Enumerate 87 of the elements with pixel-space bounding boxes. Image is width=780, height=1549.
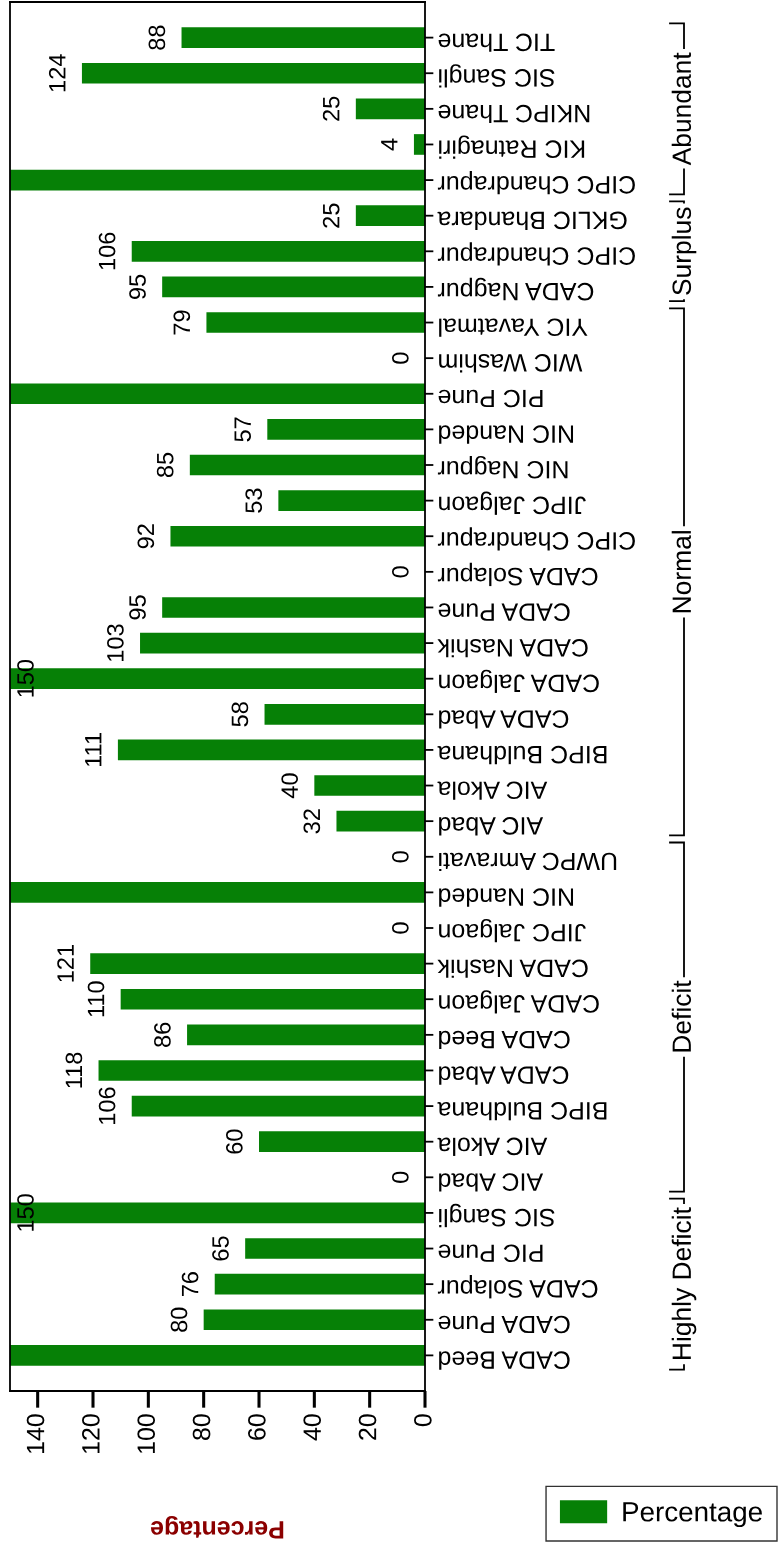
data-label: 40 [281, 773, 299, 799]
y-tick-label: CADA Beed [439, 1351, 570, 1370]
y-tick-label: JIPC Jalgaon [439, 918, 586, 943]
legend-label: Percentage [623, 1502, 762, 1528]
text: Surplus [671, 207, 697, 295]
y-tick-label: AIC Akola [437, 1137, 548, 1156]
data-label: 57 [234, 417, 251, 442]
data-label: 0 [391, 922, 409, 934]
x-tick-label: 0 [414, 1414, 432, 1427]
data-label: 79 [173, 310, 191, 335]
text: Abundant [671, 52, 692, 166]
data-label: 150 [17, 659, 34, 697]
text: Highly Deficit [671, 1207, 697, 1359]
y-tick-label: NKIPC Thane [438, 104, 590, 124]
data-label: 103 [107, 624, 124, 661]
y-tick-label: CIPC Chandrapur [437, 171, 635, 195]
data-label: 53 [245, 488, 263, 513]
y-tick-label: CIPC Chandrapur [437, 527, 635, 551]
x-axis-title: Percentage [150, 1516, 284, 1539]
x-tick-label: 140 [26, 1414, 45, 1454]
y-tick-label: PIC Pune [438, 389, 543, 408]
y-tick-label: BIPC Buldhana [437, 1101, 607, 1121]
y-tick-label: CADA Nashik [437, 638, 588, 658]
y-tick-label: TIC Thane [438, 33, 555, 52]
data-label: 0 [391, 352, 409, 364]
data-label: 118 [65, 1052, 83, 1088]
data-label: 4 [381, 138, 398, 151]
y-tick-label: CADA Solapur [437, 1275, 598, 1299]
data-label: 65 [212, 1236, 229, 1261]
y-tick-label: CADA Jalgaon [439, 669, 599, 693]
x-tick-label: 80 [192, 1414, 211, 1440]
text: Deficit [671, 980, 692, 1052]
x-tick-label: 60 [248, 1414, 266, 1440]
y-tick-label: CADA Pune [438, 603, 570, 622]
data-label: 0 [391, 851, 409, 863]
data-label: 58 [231, 702, 249, 727]
data-label: 32 [303, 809, 321, 834]
x-tick-label: 40 [303, 1414, 322, 1441]
y-tick-label: SIC Sangli [439, 1203, 555, 1228]
y-tick-label: NIC Nagpur [437, 455, 568, 479]
data-label: 88 [148, 25, 166, 50]
data-label: 0 [391, 1171, 409, 1183]
data-label: 121 [57, 945, 74, 982]
data-label: 124 [48, 54, 66, 92]
data-label: 106 [98, 1087, 116, 1124]
y-tick-label: NIC Nanded [439, 425, 574, 444]
y-tick-label: JIPC Jalgaon [439, 491, 586, 515]
data-label: 0 [391, 566, 409, 578]
y-tick-label: SIC Sangli [439, 64, 555, 88]
y-tick-label: CADA Abad [439, 1066, 569, 1085]
x-tick-label: 20 [358, 1414, 377, 1440]
y-tick-label: PIC Pune [438, 1244, 543, 1263]
data-label: 95 [129, 595, 146, 620]
y-tick-label: YIC Yavatmal [439, 318, 588, 337]
y-tick-label: CADA Beed [439, 1030, 570, 1050]
data-label: 76 [181, 1272, 199, 1297]
text: Normal [671, 531, 692, 613]
y-tick-label: CADA Abad [439, 710, 569, 729]
x-tick-label: 120 [82, 1414, 100, 1454]
data-label: 110 [87, 981, 105, 1017]
x-tick-label: 100 [137, 1414, 156, 1454]
data-label: 60 [225, 1129, 243, 1154]
data-label: 25 [322, 96, 340, 121]
data-label: 80 [170, 1307, 188, 1332]
y-tick-label: CADA Nashik [437, 959, 588, 978]
y-tick-label: AIC Abad [439, 817, 544, 836]
data-label: 25 [322, 203, 340, 228]
y-tick-label: AIC Abad [439, 1173, 544, 1192]
data-label: 150 [17, 1194, 34, 1231]
y-tick-label: WIC Washim [439, 354, 583, 373]
y-tick-label: BIPC Buldhana [437, 745, 607, 765]
y-tick-label: UWPC Amravati [439, 852, 617, 872]
y-tick-label: CADA Solapur [437, 562, 598, 587]
y-tick-label: AIC Akola [437, 781, 548, 800]
data-label: 85 [156, 452, 174, 478]
y-tick-label: CADA Nagpur [437, 277, 594, 301]
y-tick-label: CADA Jalgaon [439, 990, 599, 1014]
y-tick-label: NIC Nanded [439, 888, 574, 907]
data-label: 111 [85, 733, 102, 767]
y-tick-label: CADA Pune [438, 1315, 570, 1334]
data-label: 106 [98, 232, 116, 270]
data-label: 92 [137, 524, 155, 549]
data-label: 95 [129, 274, 146, 299]
y-tick-label: KIC Ratnagiri [439, 135, 585, 159]
y-tick-label: CIPC Chandrapur [437, 242, 635, 266]
data-label: 86 [154, 1022, 171, 1047]
y-tick-label: GKLIC Bhandara [437, 211, 627, 230]
